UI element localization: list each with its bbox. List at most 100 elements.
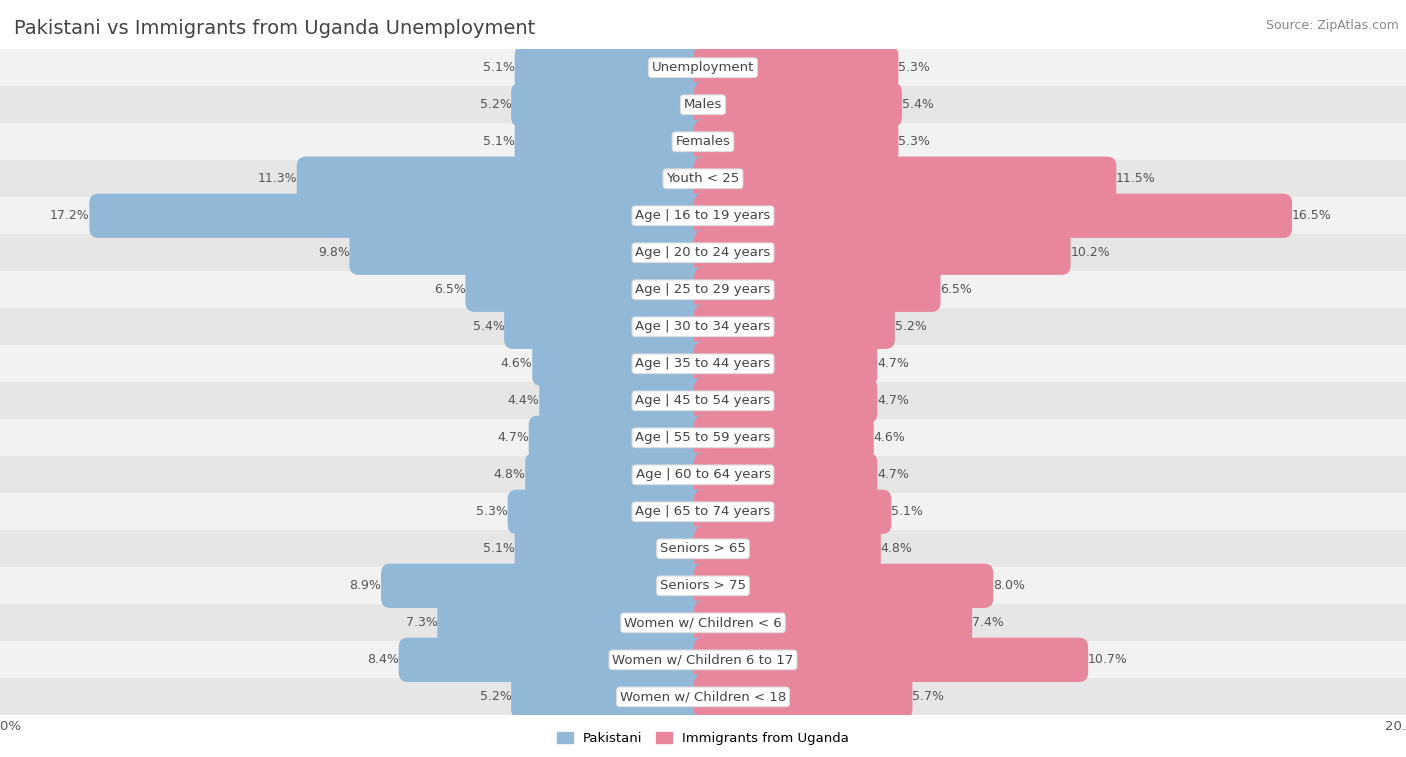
Bar [0, 308, 1406, 345]
Bar [0, 604, 1406, 641]
FancyBboxPatch shape [695, 564, 993, 608]
FancyBboxPatch shape [695, 527, 880, 571]
FancyBboxPatch shape [695, 45, 898, 90]
FancyBboxPatch shape [695, 157, 1116, 201]
Text: 4.7%: 4.7% [877, 357, 908, 370]
Bar [0, 641, 1406, 678]
Text: 4.7%: 4.7% [877, 469, 908, 481]
FancyBboxPatch shape [695, 490, 891, 534]
FancyBboxPatch shape [695, 341, 877, 386]
Text: 5.4%: 5.4% [472, 320, 505, 333]
Bar [0, 234, 1406, 271]
Text: Women w/ Children < 18: Women w/ Children < 18 [620, 690, 786, 703]
Text: Age | 65 to 74 years: Age | 65 to 74 years [636, 506, 770, 519]
Bar [0, 382, 1406, 419]
Text: 5.3%: 5.3% [898, 61, 929, 74]
Text: 4.8%: 4.8% [880, 542, 912, 556]
FancyBboxPatch shape [512, 83, 711, 127]
Bar [0, 49, 1406, 86]
Text: 8.0%: 8.0% [993, 579, 1025, 592]
FancyBboxPatch shape [695, 453, 877, 497]
FancyBboxPatch shape [90, 194, 711, 238]
FancyBboxPatch shape [695, 637, 1088, 682]
Text: 8.9%: 8.9% [350, 579, 381, 592]
Text: Age | 60 to 64 years: Age | 60 to 64 years [636, 469, 770, 481]
Text: Age | 45 to 54 years: Age | 45 to 54 years [636, 394, 770, 407]
FancyBboxPatch shape [695, 601, 972, 645]
Text: Seniors > 75: Seniors > 75 [659, 579, 747, 592]
Text: Women w/ Children < 6: Women w/ Children < 6 [624, 616, 782, 629]
Text: 5.2%: 5.2% [894, 320, 927, 333]
FancyBboxPatch shape [695, 416, 873, 460]
Text: 4.7%: 4.7% [877, 394, 908, 407]
Text: Age | 20 to 24 years: Age | 20 to 24 years [636, 246, 770, 259]
Text: 4.6%: 4.6% [873, 431, 905, 444]
FancyBboxPatch shape [695, 268, 941, 312]
Bar [0, 86, 1406, 123]
FancyBboxPatch shape [515, 527, 711, 571]
FancyBboxPatch shape [515, 120, 711, 164]
Legend: Pakistani, Immigrants from Uganda: Pakistani, Immigrants from Uganda [551, 727, 855, 750]
Text: 5.3%: 5.3% [898, 136, 929, 148]
FancyBboxPatch shape [515, 45, 711, 90]
Text: 17.2%: 17.2% [49, 209, 90, 223]
Text: 9.8%: 9.8% [318, 246, 350, 259]
Text: Age | 35 to 44 years: Age | 35 to 44 years [636, 357, 770, 370]
FancyBboxPatch shape [695, 194, 1292, 238]
Text: 5.3%: 5.3% [477, 506, 508, 519]
FancyBboxPatch shape [695, 231, 1070, 275]
Bar [0, 345, 1406, 382]
FancyBboxPatch shape [533, 341, 711, 386]
Bar [0, 494, 1406, 531]
Text: 5.1%: 5.1% [484, 136, 515, 148]
Text: 4.6%: 4.6% [501, 357, 533, 370]
FancyBboxPatch shape [465, 268, 711, 312]
FancyBboxPatch shape [508, 490, 711, 534]
Text: Youth < 25: Youth < 25 [666, 173, 740, 185]
Text: 5.1%: 5.1% [891, 506, 922, 519]
Bar [0, 531, 1406, 567]
FancyBboxPatch shape [381, 564, 711, 608]
FancyBboxPatch shape [540, 378, 711, 423]
Text: Females: Females [675, 136, 731, 148]
Text: Seniors > 65: Seniors > 65 [659, 542, 747, 556]
Text: 7.4%: 7.4% [972, 616, 1004, 629]
Text: 4.4%: 4.4% [508, 394, 540, 407]
Text: 5.1%: 5.1% [484, 61, 515, 74]
Text: 8.4%: 8.4% [367, 653, 399, 666]
Text: 11.5%: 11.5% [1116, 173, 1156, 185]
Bar [0, 567, 1406, 604]
Text: 10.7%: 10.7% [1088, 653, 1128, 666]
Bar [0, 678, 1406, 715]
FancyBboxPatch shape [695, 378, 877, 423]
Text: 5.7%: 5.7% [912, 690, 945, 703]
FancyBboxPatch shape [437, 601, 711, 645]
Text: 5.1%: 5.1% [484, 542, 515, 556]
Text: Age | 25 to 29 years: Age | 25 to 29 years [636, 283, 770, 296]
FancyBboxPatch shape [399, 637, 711, 682]
Text: 4.8%: 4.8% [494, 469, 526, 481]
Text: 5.2%: 5.2% [479, 98, 512, 111]
Text: 5.2%: 5.2% [479, 690, 512, 703]
Text: 5.4%: 5.4% [901, 98, 934, 111]
Text: 7.3%: 7.3% [406, 616, 437, 629]
FancyBboxPatch shape [297, 157, 711, 201]
FancyBboxPatch shape [695, 674, 912, 719]
Text: Unemployment: Unemployment [652, 61, 754, 74]
Text: Source: ZipAtlas.com: Source: ZipAtlas.com [1265, 19, 1399, 32]
Text: 11.3%: 11.3% [257, 173, 297, 185]
FancyBboxPatch shape [695, 304, 894, 349]
Text: 16.5%: 16.5% [1292, 209, 1331, 223]
Text: Age | 16 to 19 years: Age | 16 to 19 years [636, 209, 770, 223]
Bar [0, 271, 1406, 308]
Bar [0, 456, 1406, 494]
Text: 6.5%: 6.5% [434, 283, 465, 296]
Text: Age | 55 to 59 years: Age | 55 to 59 years [636, 431, 770, 444]
Bar [0, 123, 1406, 160]
Text: Males: Males [683, 98, 723, 111]
FancyBboxPatch shape [695, 120, 898, 164]
FancyBboxPatch shape [350, 231, 711, 275]
Text: Pakistani vs Immigrants from Uganda Unemployment: Pakistani vs Immigrants from Uganda Unem… [14, 19, 536, 38]
Text: 6.5%: 6.5% [941, 283, 972, 296]
Bar [0, 160, 1406, 198]
